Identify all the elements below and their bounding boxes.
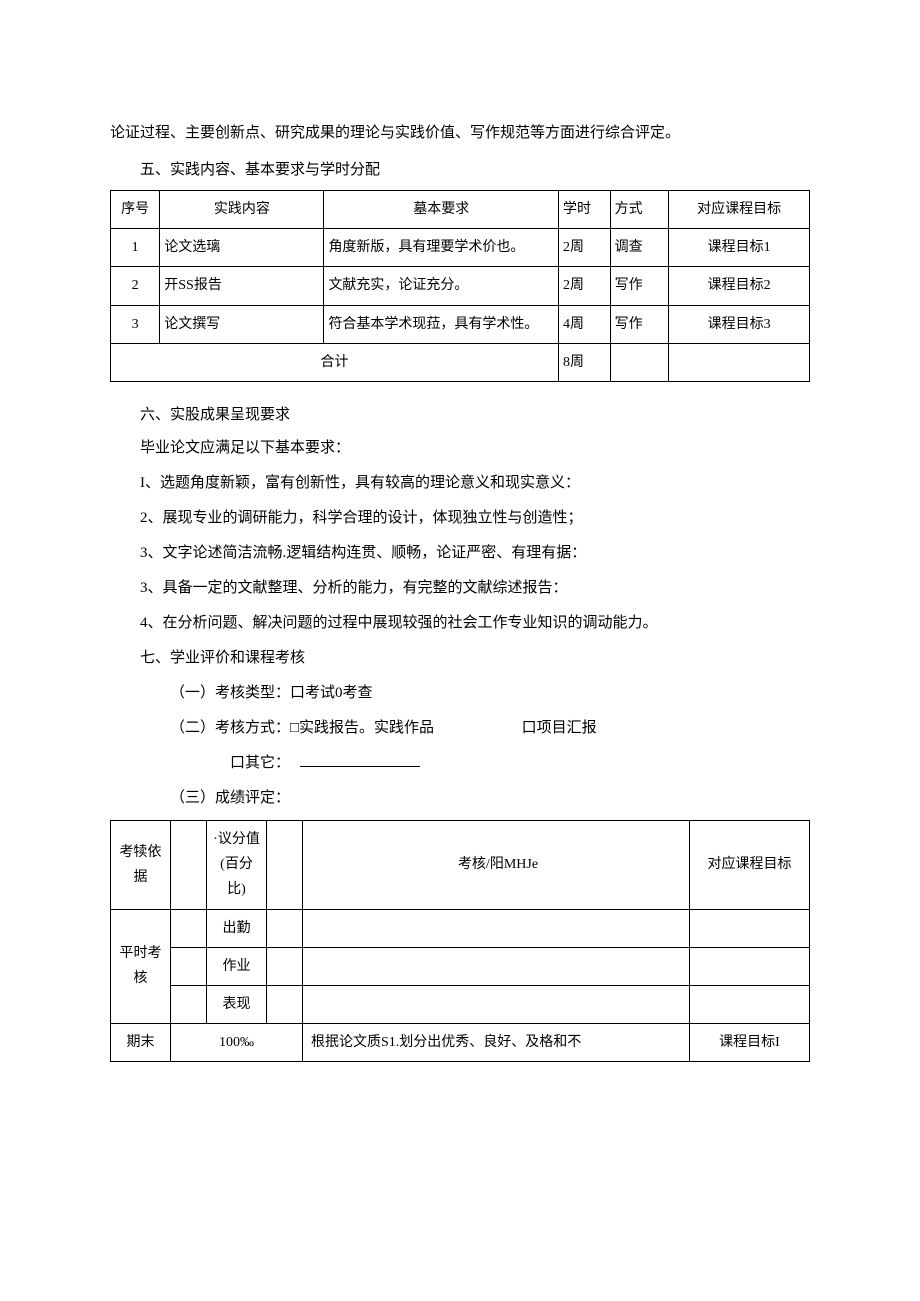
cell-subitem: 表现 bbox=[207, 985, 267, 1023]
cell-mode: 调查 bbox=[610, 229, 669, 267]
th-basis: 考犊依据 bbox=[111, 820, 171, 909]
section7-title: 七、学业评价和课程考核 bbox=[110, 645, 810, 672]
th-time: 学时 bbox=[559, 191, 611, 229]
total-mode bbox=[610, 343, 669, 381]
cell-goal: 课程目标1 bbox=[669, 229, 810, 267]
table-row: 期末 100‰ 根抿论文质S1.划分出优秀、良好、及格和不 课程目标I bbox=[111, 1024, 810, 1062]
cell-content: 论文撰写 bbox=[160, 305, 324, 343]
th-req: 墓本要求 bbox=[324, 191, 559, 229]
cell-subitem: 作业 bbox=[207, 947, 267, 985]
th-score-a: ·议分值 bbox=[211, 827, 262, 852]
cell-env bbox=[303, 985, 690, 1023]
cell-blank bbox=[171, 947, 207, 985]
th-goal2: 对应课程目标 bbox=[690, 820, 810, 909]
practice-table: 序号 实践内容 墓本要求 学时 方式 对应课程目标 1 论文选璃 角度新版，具有… bbox=[110, 190, 810, 382]
cell-content: 论文选璃 bbox=[160, 229, 324, 267]
assess-type-line: （一）考核类型：口考试0考查 bbox=[110, 680, 810, 707]
grading-title: （三）成绩评定： bbox=[110, 785, 810, 812]
cell-mode: 写作 bbox=[610, 305, 669, 343]
cell-env bbox=[303, 909, 690, 947]
table-header-row: 考犊依据 ·议分值 (百分比) 考核/阳MHJe 对应课程目标 bbox=[111, 820, 810, 909]
cell-goal bbox=[690, 909, 810, 947]
final-pct: 100‰ bbox=[171, 1024, 303, 1062]
cell-goal: 课程目标2 bbox=[669, 267, 810, 305]
cell-time: 4周 bbox=[559, 305, 611, 343]
final-label: 期末 bbox=[111, 1024, 171, 1062]
total-time: 8周 bbox=[559, 343, 611, 381]
usual-label: 平时考核 bbox=[111, 909, 171, 1024]
list-item: I、选题角度新颖，富有创新性，具有较高的理论意义和现实意义： bbox=[110, 470, 810, 497]
section5-title: 五、实践内容、基本要求与学时分配 bbox=[110, 157, 810, 184]
th-score-b: (百分比) bbox=[211, 852, 262, 902]
other-blank bbox=[300, 766, 420, 767]
other-label: 口其它： bbox=[230, 755, 290, 771]
th-mode: 方式 bbox=[610, 191, 669, 229]
th-score: ·议分值 (百分比) bbox=[207, 820, 267, 909]
total-goal bbox=[669, 343, 810, 381]
list-item: 2、展现专业的调研能力，科学合理的设计，体现独立性与创造性； bbox=[110, 505, 810, 532]
cell-req: 角度新版，具有理要学术价也。 bbox=[324, 229, 559, 267]
th-seq: 序号 bbox=[111, 191, 160, 229]
list-item: 3、文字论述简洁流畅.逻辑结构连贯、顺畅，论证严密、有理有据： bbox=[110, 540, 810, 567]
assess-other-line: 口其它： bbox=[110, 750, 810, 777]
table-header-row: 序号 实践内容 墓本要求 学时 方式 对应课程目标 bbox=[111, 191, 810, 229]
cell-seq: 2 bbox=[111, 267, 160, 305]
grading-table: 考犊依据 ·议分值 (百分比) 考核/阳MHJe 对应课程目标 平时考核 出勤 … bbox=[110, 820, 810, 1062]
cell-mode: 写作 bbox=[610, 267, 669, 305]
table-row: 表现 bbox=[111, 985, 810, 1023]
final-env: 根抿论文质S1.划分出优秀、良好、及格和不 bbox=[303, 1024, 690, 1062]
th-env: 考核/阳MHJe bbox=[303, 820, 690, 909]
table-total-row: 合计 8周 bbox=[111, 343, 810, 381]
cell-seq: 3 bbox=[111, 305, 160, 343]
th-goal: 对应课程目标 bbox=[669, 191, 810, 229]
section6-lead: 毕业论文应满足以下基本要求： bbox=[110, 435, 810, 462]
cell-seq: 1 bbox=[111, 229, 160, 267]
cell-blank bbox=[267, 947, 303, 985]
assess-mode-line: （二）考核方式：□实践报告。实践作品 口项目汇报 bbox=[110, 715, 810, 742]
cell-req: 符合基本学术现菈，具有学术性。 bbox=[324, 305, 559, 343]
th-blank1 bbox=[171, 820, 207, 909]
cell-subitem: 出勤 bbox=[207, 909, 267, 947]
table-row: 作业 bbox=[111, 947, 810, 985]
cell-goal bbox=[690, 985, 810, 1023]
th-content: 实践内容 bbox=[160, 191, 324, 229]
cell-env bbox=[303, 947, 690, 985]
cell-req: 文献充实，论证充分。 bbox=[324, 267, 559, 305]
table-row: 1 论文选璃 角度新版，具有理要学术价也。 2周 调查 课程目标1 bbox=[111, 229, 810, 267]
cell-blank bbox=[267, 985, 303, 1023]
th-blank2 bbox=[267, 820, 303, 909]
intro-paragraph: 论证过程、主要创新点、研究成果的理论与实践价值、写作规范等方面进行综合评定。 bbox=[110, 120, 810, 147]
table-row: 2 开SS报告 文献充实，论证充分。 2周 写作 课程目标2 bbox=[111, 267, 810, 305]
assess-mode-b: 口项目汇报 bbox=[522, 720, 597, 736]
cell-goal bbox=[690, 947, 810, 985]
cell-content: 开SS报告 bbox=[160, 267, 324, 305]
cell-goal: 课程目标3 bbox=[669, 305, 810, 343]
cell-time: 2周 bbox=[559, 267, 611, 305]
assess-mode-a: （二）考核方式：□实践报告。实践作品 bbox=[170, 720, 434, 736]
cell-time: 2周 bbox=[559, 229, 611, 267]
section6-title: 六、实股成果呈现要求 bbox=[110, 402, 810, 429]
list-item: 4、在分析问题、解决问题的过程中展现较强的社会工作专业知识的调动能力。 bbox=[110, 610, 810, 637]
table-row: 3 论文撰写 符合基本学术现菈，具有学术性。 4周 写作 课程目标3 bbox=[111, 305, 810, 343]
cell-blank bbox=[171, 909, 207, 947]
cell-blank bbox=[267, 909, 303, 947]
final-goal: 课程目标I bbox=[690, 1024, 810, 1062]
cell-blank bbox=[171, 985, 207, 1023]
total-label: 合计 bbox=[111, 343, 559, 381]
list-item: 3、具备一定的文献整理、分析的能力，有完整的文献综述报告： bbox=[110, 575, 810, 602]
table-row: 平时考核 出勤 bbox=[111, 909, 810, 947]
